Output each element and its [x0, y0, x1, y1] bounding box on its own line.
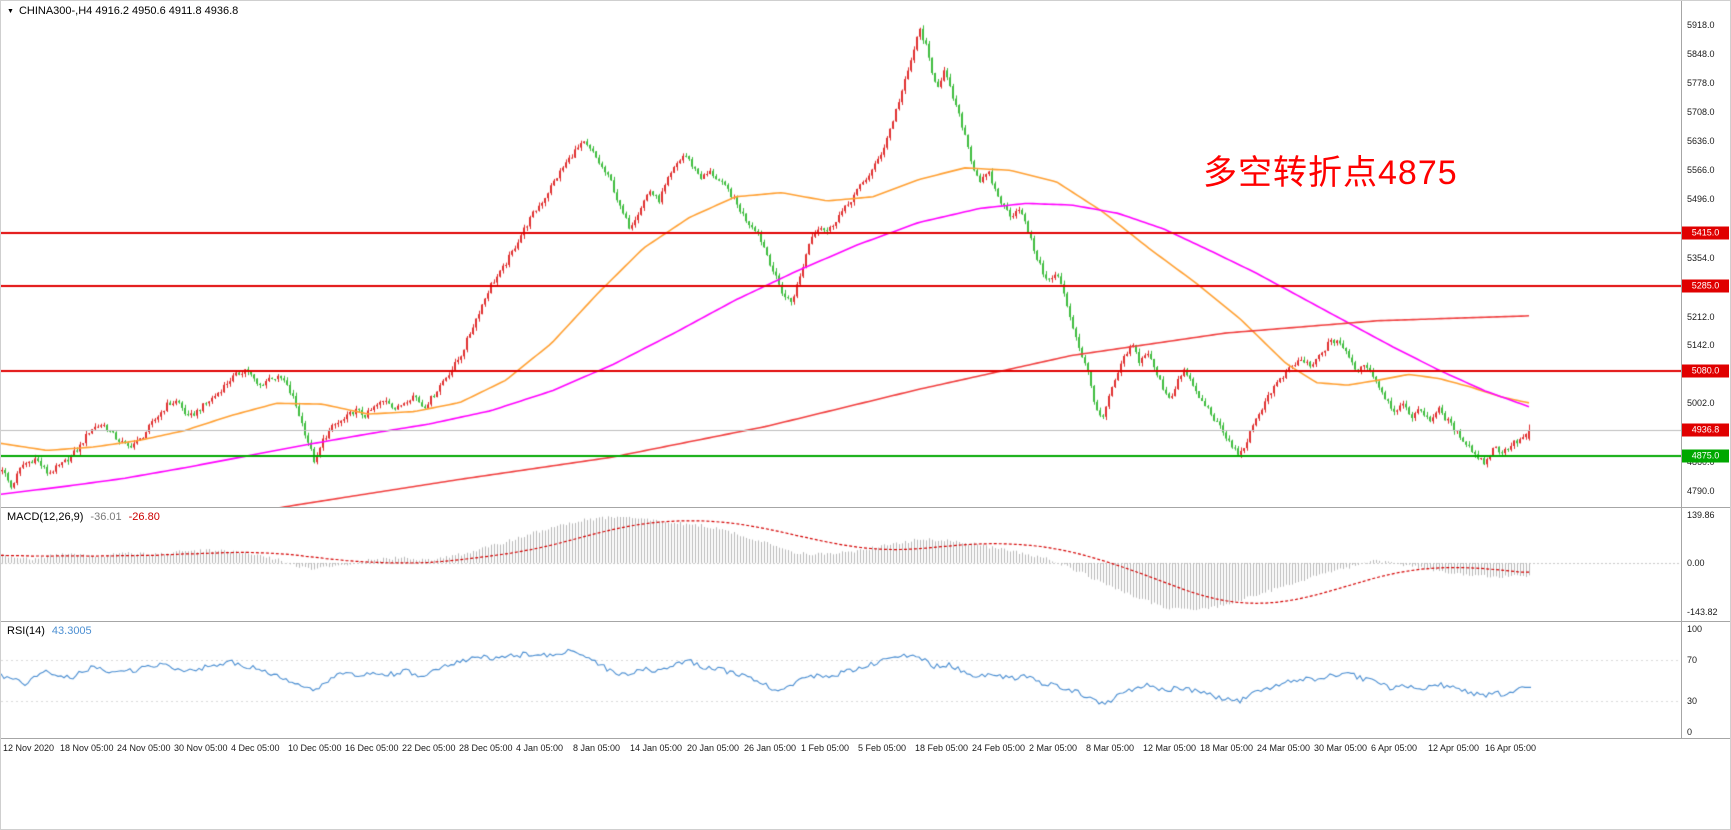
time-axis-label: 4 Jan 05:00 — [516, 743, 564, 753]
price-axis-tick: 5072.0 — [1687, 369, 1715, 380]
resistance-level-badge: 5415.0 — [1682, 226, 1729, 240]
rsi-canvas[interactable] — [1, 622, 1681, 738]
time-axis-label: 24 Mar 05:00 — [1257, 743, 1311, 753]
macd-axis-tick: -143.82 — [1687, 607, 1718, 618]
collapse-triangle-icon[interactable]: ▼ — [7, 7, 14, 15]
price-axis-tick: 5848.0 — [1687, 48, 1715, 59]
price-axis-tick: 5496.0 — [1687, 194, 1715, 205]
time-axis-label: 8 Jan 05:00 — [573, 743, 621, 753]
macd-name: MACD(12,26,9) — [7, 511, 84, 523]
time-axis-label: 20 Jan 05:00 — [687, 743, 740, 753]
price-axis-tick: 5002.0 — [1687, 398, 1715, 409]
time-axis-label: 8 Mar 05:00 — [1086, 743, 1135, 753]
price-axis-tick: 4790.0 — [1687, 485, 1715, 496]
time-axis: 12 Nov 2020 18 Nov 05:00 24 Nov 05:00 30 No… — [1, 739, 1730, 769]
time-axis-label: 30 Nov 05:00 — [174, 743, 228, 753]
rsi-axis-tick: 70 — [1687, 654, 1698, 665]
time-axis-label: 22 Dec 05:00 — [402, 743, 456, 753]
current-price-badge: 4936.8 — [1682, 423, 1729, 437]
time-axis-label: 12 Mar 05:00 — [1143, 743, 1197, 753]
price-axis-tick: 5566.0 — [1687, 165, 1715, 176]
price-axis-tick: 5636.0 — [1687, 136, 1715, 147]
time-axis-label: 18 Mar 05:00 — [1200, 743, 1254, 753]
price-chart-canvas[interactable] — [1, 1, 1681, 507]
macd-label: MACD(12,26,9) -36.01 -26.80 — [7, 511, 160, 523]
price-axis-tick: 5212.0 — [1687, 311, 1715, 322]
macd-signal-value: -26.80 — [128, 511, 160, 523]
price-chart-panel: ▼ CHINA300-,H4 4916.2 4950.6 4911.8 4936… — [1, 1, 1730, 507]
time-axis-label: 24 Feb 05:00 — [972, 743, 1026, 753]
rsi-axis-tick: 100 — [1687, 624, 1703, 635]
time-axis-label: 2 Mar 05:00 — [1029, 743, 1078, 753]
time-axis-label: 18 Nov 05:00 — [60, 743, 114, 753]
rsi-name: RSI(14) — [7, 625, 45, 637]
rsi-label: RSI(14) 43.3005 — [7, 625, 92, 637]
symbol-ohlc-text: CHINA300-,H4 4916.2 4950.6 4911.8 4936.8 — [18, 5, 239, 17]
macd-canvas[interactable] — [1, 508, 1681, 621]
rsi-axis-tick: 0 — [1687, 726, 1693, 737]
price-axis-tick: 5918.0 — [1687, 19, 1715, 30]
rsi-axis-tick: 30 — [1687, 696, 1698, 707]
panel-separator[interactable] — [1, 738, 1730, 739]
panel-separator[interactable] — [1, 507, 1730, 508]
resistance-level-badge: 5080.0 — [1682, 364, 1729, 378]
symbol-info: ▼ CHINA300-,H4 4916.2 4950.6 4911.8 4936… — [7, 5, 238, 17]
time-axis-label: 28 Dec 05:00 — [459, 743, 513, 753]
price-axis-tick: 5708.0 — [1687, 106, 1715, 117]
rsi-value: 43.3005 — [51, 625, 92, 637]
price-axis-tick: 5778.0 — [1687, 77, 1715, 88]
macd-axis-tick: 139.86 — [1687, 509, 1715, 520]
support-level-badge: 4875.0 — [1682, 449, 1729, 463]
time-axis-label: 26 Jan 05:00 — [744, 743, 797, 753]
time-axis-label: 30 Mar 05:00 — [1314, 743, 1368, 753]
price-axis-tick: 5354.0 — [1687, 252, 1715, 263]
price-axis-tick: 4860.0 — [1687, 456, 1715, 467]
chart-annotation-text[interactable]: 多空转折点4875 — [1203, 154, 1458, 192]
time-axis-label: 12 Nov 2020 — [3, 743, 55, 753]
rsi-panel: RSI(14) 43.3005 100 70 30 0 — [1, 622, 1730, 738]
macd-panel: MACD(12,26,9) -36.01 -26.80 139.86 0.00 -1… — [1, 508, 1730, 621]
time-axis-label: 18 Feb 05:00 — [915, 743, 969, 753]
time-axis-label: 16 Apr 05:00 — [1485, 743, 1537, 753]
time-axis-label: 10 Dec 05:00 — [288, 743, 342, 753]
time-axis-label: 1 Feb 05:00 — [801, 743, 850, 753]
time-axis-label: 12 Apr 05:00 — [1428, 743, 1480, 753]
resistance-level-badge: 5285.0 — [1682, 279, 1729, 293]
macd-main-value: -36.01 — [90, 511, 122, 523]
price-axis-tick: 5142.0 — [1687, 340, 1715, 351]
time-axis-label: 5 Feb 05:00 — [858, 743, 907, 753]
time-axis-label: 4 Dec 05:00 — [231, 743, 280, 753]
time-axis-label: 6 Apr 05:00 — [1371, 743, 1418, 753]
time-axis-label: 24 Nov 05:00 — [117, 743, 171, 753]
panel-separator[interactable] — [1, 621, 1730, 622]
time-axis-label: 14 Jan 05:00 — [630, 743, 683, 753]
time-axis-label: 16 Dec 05:00 — [345, 743, 399, 753]
macd-axis-tick: 0.00 — [1687, 557, 1705, 568]
price-axis-divider — [1681, 1, 1682, 739]
